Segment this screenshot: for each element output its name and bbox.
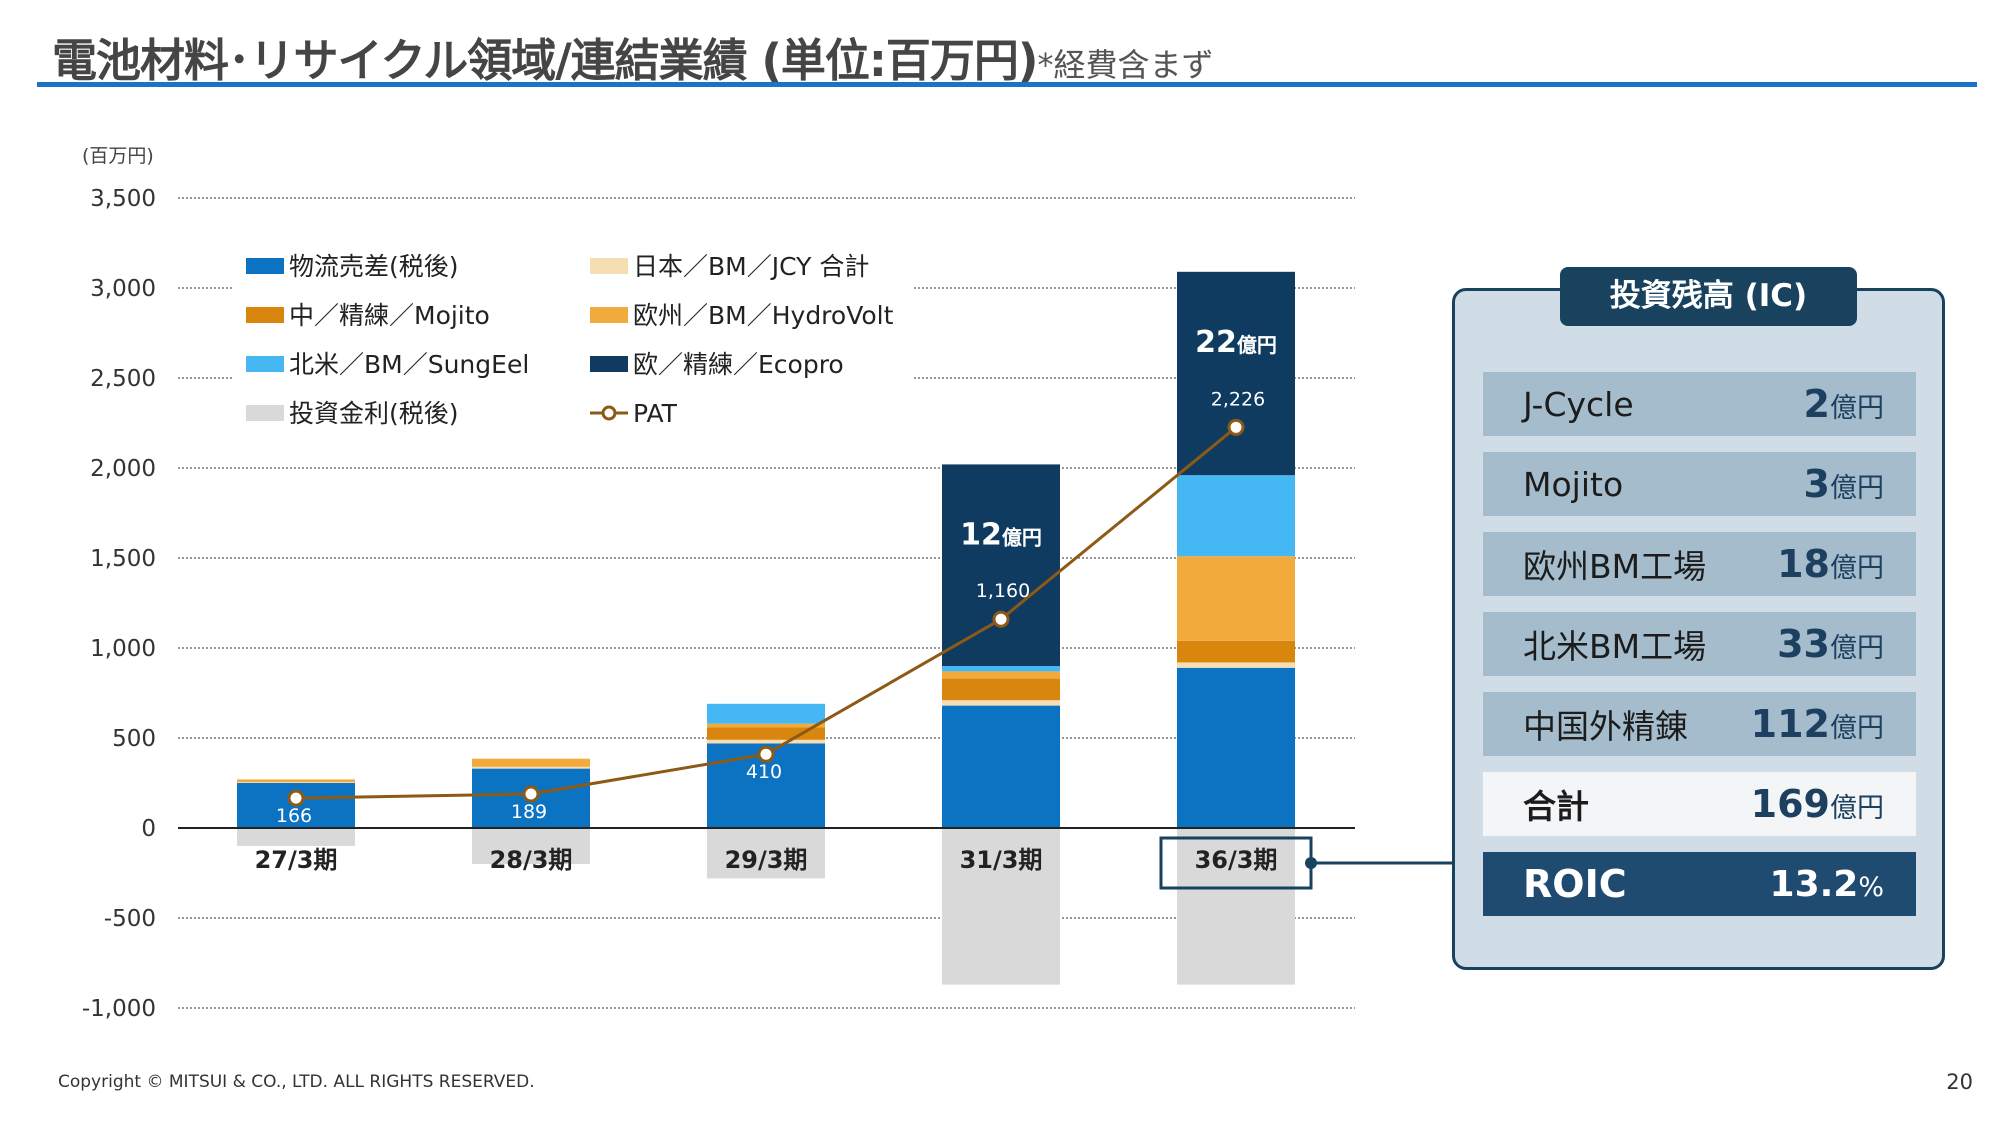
bar-segment (1177, 271, 1295, 476)
ic-row-value: 2億円 (1803, 382, 1884, 426)
pat-data-label: 1,160 (976, 580, 1030, 602)
bar-segment (942, 700, 1060, 706)
pat-point (1227, 418, 1245, 436)
x-tick-label: 27/3期 (255, 846, 338, 874)
bar-annotation: 12億円 (960, 517, 1042, 552)
y-tick-label: -500 (104, 906, 156, 932)
legend-swatch (246, 258, 284, 274)
bar-segment-negative (1177, 828, 1295, 985)
pat-data-label: 2,226 (1211, 388, 1265, 410)
bar-segment (707, 723, 825, 728)
legend-label: 中／精練／Mojito (289, 301, 490, 330)
bar-segment (1177, 667, 1295, 828)
pat-point (287, 789, 305, 807)
legend-swatch (246, 405, 284, 421)
legend-label: 欧／精練／Ecopro (633, 350, 844, 379)
y-axis-unit: (百万円) (82, 145, 154, 167)
title-note: *経費含まず (1037, 46, 1214, 84)
bar-segment-negative (707, 828, 825, 879)
page-number: 20 (1946, 1070, 1973, 1094)
ic-row-mojito: Mojito 3億円 (1483, 452, 1916, 516)
legend-label: 日本／BM／JCY 合計 (633, 252, 869, 281)
ic-row-label: 欧州BM工場 (1523, 547, 1707, 586)
y-tick-label: 500 (112, 726, 156, 752)
ic-row-j-cycle: J-Cycle 2億円 (1483, 372, 1916, 436)
ic-row-eu-bm: 欧州BM工場 18億円 (1483, 532, 1916, 596)
legend-swatch (590, 356, 628, 372)
legend-label: 投資金利(税後) (289, 399, 459, 428)
title-main: 電池材料･リサイクル領域/連結業績 (単位:百万円) (52, 34, 1038, 87)
bar-segment-negative (942, 828, 1060, 985)
pat-data-label: 189 (511, 801, 547, 823)
y-tick-label: 2,500 (90, 366, 156, 392)
pat-data-label: 166 (276, 805, 312, 827)
legend-swatch (590, 258, 628, 274)
y-tick-label: 0 (141, 816, 156, 842)
highlight-connector-dot (1305, 857, 1317, 869)
copyright: Copyright © MITSUI & CO., LTD. ALL RIGHT… (58, 1072, 535, 1092)
ic-total-label: 合計 (1523, 787, 1589, 826)
bar-segment-negative (472, 828, 590, 864)
bar-segment (472, 766, 590, 769)
x-tick-label: 36/3期 (1195, 846, 1278, 874)
ic-row-label: J-Cycle (1523, 384, 1634, 424)
legend-swatch (246, 356, 284, 372)
bar-segment (942, 678, 1060, 701)
y-tick-label: 3,000 (90, 276, 156, 302)
bar-annotation: 22億円 (1195, 325, 1277, 360)
y-tick-label: 2,000 (90, 456, 156, 482)
pat-data-label: 410 (746, 761, 782, 783)
legend-background (232, 248, 912, 438)
x-tick-label: 28/3期 (490, 846, 573, 874)
roic-value: 13.2% (1769, 863, 1884, 905)
legend-marker-pat (601, 405, 617, 421)
roic-label: ROIC (1523, 862, 1627, 906)
bar-segment (237, 782, 355, 783)
ic-row-value: 3億円 (1803, 462, 1884, 506)
bar-segment (1177, 662, 1295, 668)
investment-panel-header: 投資残高 (IC) (1560, 267, 1857, 326)
bar-segment (942, 666, 1060, 672)
bar-segment-negative (237, 828, 355, 846)
ic-row-label: 北米BM工場 (1523, 627, 1707, 666)
legend-swatch (590, 307, 628, 323)
bar-segment (707, 703, 825, 724)
bar-segment (707, 739, 825, 744)
ic-total-value: 169億円 (1750, 782, 1884, 826)
title-underline (37, 82, 1977, 87)
ic-row-total: 合計 169億円 (1483, 772, 1916, 836)
bar-segment (942, 705, 1060, 828)
ic-row-value: 112億円 (1750, 702, 1884, 746)
legend-label: 欧州／BM／HydroVolt (633, 301, 894, 330)
legend-label: 物流売差(税後) (289, 252, 459, 281)
y-tick-label: 3,500 (90, 186, 156, 212)
bar-segment (1177, 556, 1295, 641)
legend-label: PAT (633, 399, 678, 428)
ic-row-na-bm: 北米BM工場 33億円 (1483, 612, 1916, 676)
pat-point (992, 610, 1010, 628)
y-tick-label: 1,500 (90, 546, 156, 572)
ic-row-value: 18億円 (1777, 542, 1884, 586)
bar-segment (1177, 475, 1295, 557)
ic-row-label: 中国外精錬 (1523, 707, 1688, 746)
pat-point (522, 785, 540, 803)
y-tick-label: 1,000 (90, 636, 156, 662)
y-tick-label: -1,000 (82, 996, 156, 1022)
x-tick-label: 29/3期 (725, 846, 808, 874)
legend-label: 北米／BM／SungEel (289, 350, 529, 379)
bar-segment (472, 758, 590, 767)
pat-point (757, 745, 775, 763)
ic-row-roic: ROIC 13.2% (1483, 852, 1916, 916)
bar-segment (942, 671, 1060, 679)
legend-swatch (246, 307, 284, 323)
ic-row-value: 33億円 (1777, 622, 1884, 666)
bar-segment (942, 464, 1060, 666)
ic-row-ex-china-refining: 中国外精錬 112億円 (1483, 692, 1916, 756)
bar-segment (1177, 640, 1295, 663)
bar-segment (237, 779, 355, 783)
page-title: 電池材料･リサイクル領域/連結業績 (単位:百万円)*経費含まず (52, 24, 1214, 89)
x-tick-label: 31/3期 (960, 846, 1043, 874)
ic-row-label: Mojito (1523, 464, 1624, 504)
